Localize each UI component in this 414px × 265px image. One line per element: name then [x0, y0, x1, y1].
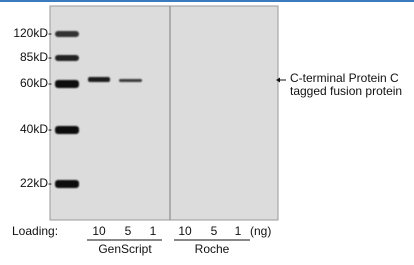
- lane-label: 1: [150, 224, 157, 238]
- ladder-band: [55, 180, 79, 188]
- annotation: C-terminal Protein C tagged fusion prote…: [276, 71, 402, 98]
- blot-panel: [50, 6, 278, 220]
- lane-label: 1: [235, 224, 242, 238]
- lane-label: 5: [211, 224, 218, 238]
- group-label: Roche: [195, 242, 230, 256]
- ladder-band: [55, 31, 79, 37]
- ladder-band: [55, 55, 79, 61]
- marker-label: 120kD-: [13, 26, 52, 40]
- lane-label: 5: [125, 224, 132, 238]
- annotation-line: C-terminal Protein C: [290, 71, 399, 85]
- top-strip: [0, 0, 414, 2]
- marker-labels: 120kD- 85kD- 60kD- 40kD- 22kD-: [13, 26, 52, 190]
- marker-label: 40kD-: [20, 122, 52, 136]
- unit-label: (ng): [250, 224, 271, 238]
- marker-label: 85kD-: [20, 50, 52, 64]
- loading-label: Loading:: [12, 224, 58, 238]
- marker-label: 22kD-: [20, 176, 52, 190]
- ladder-band: [55, 80, 79, 88]
- lane-label: 10: [92, 224, 106, 238]
- annotation-line: tagged fusion protein: [290, 84, 402, 98]
- ladder-band: [55, 126, 79, 134]
- loading-row: Loading: 10 5 1 10 5 1 (ng) GenScript Ro…: [12, 224, 271, 256]
- sample-band: [88, 77, 110, 82]
- lane-label: 10: [178, 224, 192, 238]
- marker-label: 60kD-: [20, 76, 52, 90]
- page: {"markers": ["120kD-", "85kD-", "60kD-",…: [0, 0, 414, 260]
- group-label: GenScript: [98, 242, 152, 256]
- sample-band: [119, 79, 142, 82]
- figure: 120kD- 85kD- 60kD- 40kD- 22kD- C-termina…: [0, 0, 414, 260]
